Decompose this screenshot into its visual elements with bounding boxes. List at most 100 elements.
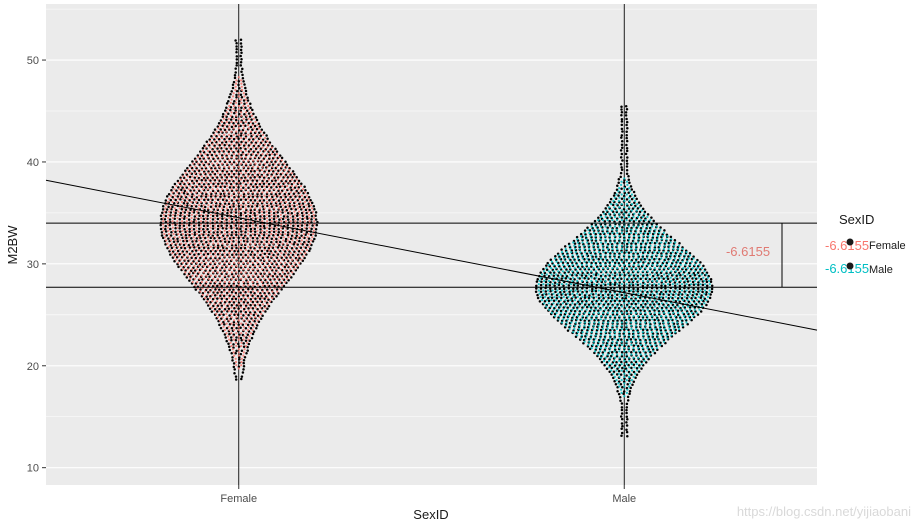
data-point-fill [302, 232, 305, 236]
data-point [627, 299, 630, 303]
data-point [212, 304, 215, 308]
data-point [190, 205, 193, 208]
data-point-fill [597, 247, 600, 250]
data-point [259, 215, 262, 218]
data-point-fill [167, 245, 170, 248]
data-point-fill [221, 264, 224, 268]
data-point-fill [279, 213, 282, 216]
data-point [174, 230, 177, 234]
data-point [304, 246, 308, 249]
data-point-fill [294, 216, 297, 220]
data-point-fill [632, 238, 635, 241]
data-point-fill [237, 290, 240, 293]
data-point-fill [267, 271, 271, 274]
data-point-fill [625, 260, 628, 263]
data-point [218, 323, 221, 327]
data-point [217, 182, 220, 186]
data-point [216, 230, 219, 234]
data-point [301, 243, 304, 246]
data-point-fill [219, 168, 222, 172]
data-point [220, 297, 224, 301]
data-point [186, 166, 189, 170]
data-point-fill [230, 271, 233, 274]
data-point [253, 233, 257, 236]
data-point-fill [211, 188, 214, 191]
data-point [310, 201, 314, 205]
data-point [231, 297, 234, 301]
data-point [616, 277, 619, 281]
data-point-fill [232, 303, 235, 306]
data-point [601, 278, 605, 281]
data-point-fill [171, 223, 174, 226]
data-point-fill [289, 213, 292, 216]
data-point-fill [225, 143, 228, 146]
data-point-fill [235, 114, 238, 117]
data-point-fill [623, 196, 626, 199]
data-point-fill [286, 204, 289, 207]
data-point [219, 185, 222, 189]
data-point [258, 169, 262, 172]
data-point [234, 297, 238, 301]
data-point [223, 121, 226, 125]
data-point [619, 175, 622, 179]
data-point-fill [230, 242, 233, 245]
data-point-fill [291, 264, 294, 268]
data-point-fill [599, 254, 602, 257]
data-point-fill [207, 258, 210, 261]
data-point [619, 162, 623, 166]
data-point [625, 133, 628, 137]
data-point-fill [202, 271, 205, 274]
data-point-fill [265, 213, 268, 216]
data-point-fill [249, 172, 252, 175]
data-point-fill [200, 255, 203, 258]
data-point-fill [244, 316, 247, 319]
data-point [625, 162, 629, 165]
data-point-fill [274, 168, 277, 172]
data-point-fill [658, 231, 661, 234]
data-point [239, 310, 243, 313]
data-point-fill [230, 184, 233, 188]
data-point-fill [639, 231, 642, 234]
data-point [244, 124, 247, 128]
data-point-fill [242, 229, 245, 232]
data-point-fill [259, 156, 262, 159]
data-point-fill [256, 213, 259, 216]
data-point-fill [235, 188, 238, 191]
data-point [211, 266, 215, 269]
data-point-fill [170, 242, 174, 245]
data-point [247, 313, 250, 317]
data-point-fill [263, 188, 266, 191]
data-point-fill [246, 210, 250, 213]
data-point [255, 327, 258, 330]
data-point-fill [237, 296, 240, 300]
data-point [249, 326, 253, 330]
data-point-fill [292, 188, 295, 191]
data-point-fill [286, 277, 289, 280]
data-point-fill [248, 335, 251, 338]
data-point-fill [211, 143, 214, 146]
data-point-fill [228, 229, 231, 232]
data-point-fill [287, 188, 290, 191]
data-point [213, 144, 216, 148]
data-point-fill [602, 251, 605, 254]
data-point-fill [256, 252, 259, 255]
data-point-fill [313, 220, 316, 223]
data-point-fill [253, 316, 256, 319]
data-point-fill [312, 232, 315, 236]
data-point [233, 249, 236, 253]
data-point-fill [190, 226, 193, 229]
data-point-fill [226, 258, 229, 261]
data-point-fill [616, 228, 619, 231]
data-point-fill [162, 223, 165, 226]
data-point-fill [225, 111, 228, 114]
data-point [615, 293, 619, 297]
data-point [188, 230, 191, 233]
data-point [258, 199, 262, 202]
data-point [304, 208, 308, 212]
data-point-fill [177, 245, 180, 248]
data-point-fill [256, 229, 259, 232]
data-point-fill [226, 316, 229, 319]
data-point-fill [178, 188, 181, 191]
data-point [631, 383, 634, 387]
data-point-fill [218, 303, 221, 306]
